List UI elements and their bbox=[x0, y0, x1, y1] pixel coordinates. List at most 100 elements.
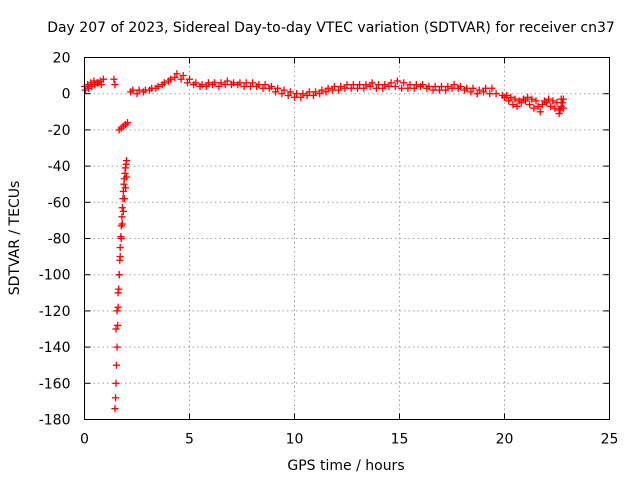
data-point bbox=[442, 86, 450, 94]
data-point bbox=[119, 207, 127, 215]
data-point bbox=[513, 102, 521, 110]
x-tick-label: 20 bbox=[496, 432, 514, 448]
data-point bbox=[356, 81, 364, 89]
data-point bbox=[536, 108, 544, 116]
x-axis-label: GPS time / hours bbox=[287, 458, 404, 474]
data-point bbox=[293, 90, 301, 98]
data-point bbox=[290, 93, 299, 101]
data-point bbox=[368, 79, 376, 87]
data-point bbox=[330, 82, 338, 91]
data-point bbox=[381, 81, 389, 89]
data-point bbox=[337, 82, 345, 91]
data-point bbox=[488, 84, 496, 92]
data-point bbox=[117, 234, 125, 243]
data-point bbox=[511, 95, 519, 103]
data-point bbox=[160, 79, 168, 87]
data-point bbox=[111, 394, 120, 402]
data-point bbox=[398, 84, 406, 92]
y-tick-label: 0 bbox=[62, 87, 71, 103]
data-point bbox=[223, 77, 231, 85]
data-point bbox=[112, 379, 120, 387]
data-point bbox=[448, 84, 456, 92]
data-point bbox=[425, 82, 433, 91]
data-point bbox=[404, 84, 412, 92]
data-point bbox=[393, 77, 401, 85]
data-point bbox=[135, 86, 143, 94]
data-point bbox=[177, 75, 185, 83]
data-point bbox=[112, 361, 121, 369]
data-point bbox=[115, 271, 123, 279]
y-axis-label: SDTVAR / TECUs bbox=[7, 181, 23, 296]
data-point bbox=[549, 97, 557, 105]
data-point bbox=[379, 84, 387, 92]
data-point bbox=[505, 97, 513, 105]
data-point bbox=[429, 86, 437, 94]
data-point bbox=[286, 88, 294, 96]
data-point bbox=[221, 81, 229, 89]
data-points bbox=[80, 70, 567, 413]
x-tick-label: 0 bbox=[80, 432, 89, 448]
y-tick-label: -40 bbox=[48, 159, 71, 175]
data-point bbox=[509, 100, 517, 109]
data-point bbox=[148, 84, 156, 92]
data-point bbox=[526, 100, 534, 109]
data-point bbox=[324, 84, 332, 92]
data-point bbox=[274, 84, 282, 92]
data-point bbox=[437, 82, 446, 91]
data-point bbox=[316, 90, 324, 98]
data-point bbox=[118, 220, 126, 228]
data-point bbox=[198, 81, 206, 89]
data-point bbox=[385, 82, 393, 91]
data-point bbox=[374, 81, 383, 89]
x-tick-label: 10 bbox=[286, 432, 304, 448]
data-point bbox=[463, 84, 471, 92]
data-point bbox=[349, 81, 357, 89]
data-point bbox=[412, 81, 420, 89]
y-tick-label: -100 bbox=[39, 268, 71, 284]
data-point bbox=[486, 90, 494, 98]
data-point bbox=[557, 102, 565, 110]
data-point bbox=[110, 75, 118, 83]
data-point bbox=[179, 72, 187, 80]
data-point bbox=[171, 73, 179, 82]
data-point bbox=[547, 102, 555, 110]
data-point bbox=[305, 88, 313, 96]
data-point bbox=[121, 184, 130, 192]
data-point bbox=[202, 82, 210, 91]
data-point bbox=[366, 82, 374, 91]
data-point bbox=[183, 79, 191, 87]
data-point bbox=[261, 81, 269, 89]
data-point bbox=[362, 81, 370, 89]
data-point bbox=[551, 104, 559, 112]
data-point bbox=[192, 79, 200, 87]
data-point bbox=[111, 81, 119, 89]
data-point bbox=[204, 79, 212, 87]
data-point bbox=[507, 93, 515, 101]
data-point bbox=[524, 93, 532, 101]
data-point bbox=[311, 88, 320, 96]
data-point bbox=[347, 84, 355, 92]
data-point bbox=[297, 93, 305, 101]
data-point bbox=[114, 303, 122, 311]
data-point bbox=[185, 75, 194, 83]
data-point bbox=[120, 195, 128, 203]
data-point bbox=[259, 84, 267, 92]
data-point bbox=[475, 86, 483, 94]
data-point bbox=[248, 79, 257, 87]
data-point bbox=[116, 253, 124, 261]
y-tick-label: -160 bbox=[39, 376, 71, 392]
data-point bbox=[406, 81, 414, 89]
data-point bbox=[309, 91, 317, 100]
data-point bbox=[116, 243, 124, 252]
data-point bbox=[519, 95, 527, 103]
data-point bbox=[280, 86, 288, 94]
data-point bbox=[467, 88, 475, 96]
x-tick-label: 5 bbox=[185, 432, 194, 448]
data-point bbox=[400, 79, 408, 87]
data-point bbox=[456, 82, 464, 91]
data-point bbox=[284, 91, 292, 100]
data-point bbox=[450, 81, 458, 89]
data-point bbox=[99, 75, 107, 83]
data-point bbox=[322, 88, 330, 96]
data-point bbox=[503, 91, 511, 100]
